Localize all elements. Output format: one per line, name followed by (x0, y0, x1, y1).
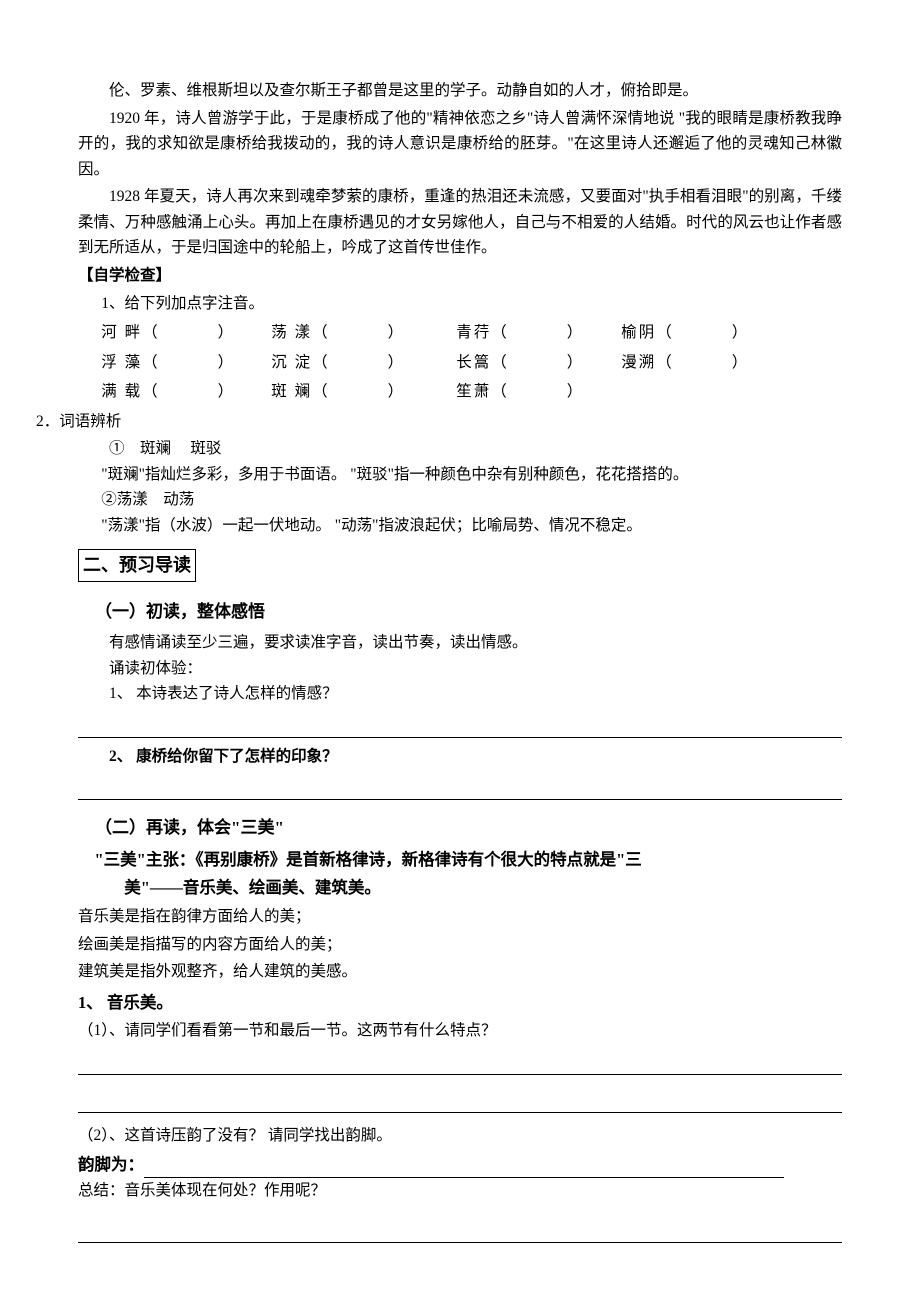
phonetics-cell: 青荇（ ） (456, 320, 621, 346)
self-check-heading: 【自学检查】 (78, 263, 842, 289)
summary-question: 总结：音乐美体现在何处？作用呢？ (78, 1178, 842, 1204)
sanmei-line-1: "三美"主张：《再别康桥》是首新格律诗，新格律诗有个很大的特点就是"三 (95, 850, 642, 869)
paren-open: （ (312, 350, 328, 376)
paren-close: ） (567, 379, 583, 405)
phonetics-word: 漫溯 (621, 350, 656, 376)
answer-blank[interactable] (78, 1089, 842, 1114)
phonetics-cell: 榆阴（ ） (621, 320, 761, 346)
answer-blank[interactable] (78, 775, 842, 800)
paren-open: （ (142, 350, 158, 376)
item-1-title: 1、 音乐美。 (78, 989, 842, 1016)
def-music: 音乐美是指在韵律方面给人的美； (78, 904, 842, 930)
rhyme-blank[interactable] (144, 1161, 784, 1178)
phonetics-cell: 荡 漾（ ） (271, 320, 456, 346)
phonetics-cell: 笙萧（ ） (456, 379, 621, 405)
paren-open: （ (312, 320, 328, 346)
phonetics-table: 河 畔（）荡 漾（）青荇（）榆阴（）浮 藻（）沉 淀（）长篙（）漫溯（）满 载（… (101, 320, 842, 405)
paren-open: （ (491, 320, 507, 346)
answer-blank[interactable] (78, 1050, 842, 1075)
answer-blank[interactable] (78, 1218, 842, 1243)
paren-open: （ (312, 379, 328, 405)
paren-close: ） (218, 320, 234, 346)
phonetics-word: 浮 藻 (101, 350, 142, 376)
sub-1-question-1: 1、 本诗表达了诗人怎样的情感？ (78, 681, 842, 707)
rhyme-label: 韵脚为： (78, 1155, 144, 1174)
paren-open: （ (656, 350, 672, 376)
intro-paragraph-1: 伦、罗素、维根斯坦以及查尔斯王子都曾是这里的学子。动静自如的人才，俯拾即是。 (78, 78, 842, 104)
paren-open: （ (491, 379, 507, 405)
phonetics-cell: 满 载（ ） (101, 379, 271, 405)
paren-close: ） (732, 350, 748, 376)
item-1-q2: （2）、这首诗压韵了没有？ 请同学找出韵脚。 (78, 1123, 842, 1149)
word-analysis-label: 2．词语辨析 (36, 409, 842, 435)
word-pair-1-title: ① 斑斓 斑驳 (78, 436, 842, 462)
phonetics-cell: 沉 淀（ ） (271, 350, 456, 376)
phonetics-cell: 漫溯（ ） (621, 350, 761, 376)
phonetics-cell: 浮 藻（ ） (101, 350, 271, 376)
phonetics-word: 榆阴 (621, 320, 656, 346)
def-architecture: 建筑美是指外观整齐，给人建筑的美感。 (78, 959, 842, 985)
intro-paragraph-3: 1928 年夏天，诗人再次来到魂牵梦萦的康桥，重逢的热泪还未流感，又要面对"执手… (78, 184, 842, 261)
paren-close: ） (388, 350, 404, 376)
paren-open: （ (656, 320, 672, 346)
phonetics-word: 满 载 (101, 379, 142, 405)
phonetics-word: 长篙 (456, 350, 491, 376)
phonetics-word: 河 畔 (101, 320, 142, 346)
paren-close: ） (388, 320, 404, 346)
paren-close: ） (218, 350, 234, 376)
sub-1-line-2: 诵读初体验： (78, 656, 842, 682)
paren-close: ） (567, 350, 583, 376)
phonetics-word: 笙萧 (456, 379, 491, 405)
answer-blank[interactable] (78, 713, 842, 738)
intro-paragraph-2: 1920 年，诗人曾游学于此，于是康桥成了他的"精神依恋之乡"诗人曾满怀深情地说… (78, 106, 842, 183)
phonetics-cell: 河 畔（ ） (101, 320, 271, 346)
sub-2-title: （二）再读，体会"三美" (78, 814, 842, 842)
phonetics-word: 斑 斓 (271, 379, 312, 405)
paren-open: （ (142, 320, 158, 346)
paren-close: ） (567, 320, 583, 346)
phonetics-row: 河 畔（）荡 漾（）青荇（）榆阴（） (101, 320, 842, 346)
sub-1-line-1: 有感情诵读至少三遍，要求读准字音，读出节奏，读出情感。 (78, 630, 842, 656)
paren-close: ） (218, 379, 234, 405)
word-pair-2-title: ②荡漾 动荡 (78, 487, 842, 513)
word-pair-2-body: "荡漾"指（水波）一起一伏地动。 "动荡"指波浪起伏；比喻局势、情况不稳定。 (78, 513, 842, 539)
phonetics-prompt: 1、给下列加点字注音。 (78, 291, 842, 317)
phonetics-word: 沉 淀 (271, 350, 312, 376)
word-pair-1-body: "斑斓"指灿烂多彩，多用于书面语。 "斑驳"指一种颜色中杂有别种颜色，花花搭搭的… (78, 462, 842, 488)
phonetics-row: 浮 藻（）沉 淀（）长篙（）漫溯（） (101, 350, 842, 376)
phonetics-cell: 斑 斓（ ） (271, 379, 456, 405)
paren-open: （ (491, 350, 507, 376)
def-painting: 绘画美是指描写的内容方面给人的美； (78, 932, 842, 958)
phonetics-word: 青荇 (456, 320, 491, 346)
phonetics-word: 荡 漾 (271, 320, 312, 346)
item-1-q1: （1）、请同学们看看第一节和最后一节。这两节有什么特点？ (78, 1018, 842, 1044)
paren-close: ） (388, 379, 404, 405)
sanmei-intro: "三美"主张：《再别康桥》是首新格律诗，新格律诗有个很大的特点就是"三 美"——… (78, 846, 842, 902)
section-2-title: 二、预习导读 (78, 549, 196, 583)
phonetics-row: 满 载（）斑 斓（）笙萧（） (101, 379, 842, 405)
paren-close: ） (732, 320, 748, 346)
paren-open: （ (142, 379, 158, 405)
phonetics-cell: 长篙（ ） (456, 350, 621, 376)
sanmei-line-2: 美"——音乐美、绘画美、建筑美。 (95, 874, 843, 902)
rhyme-line: 韵脚为： (78, 1151, 842, 1179)
sub-1-title: （一）初读，整体感悟 (78, 598, 842, 626)
sub-1-question-2: 2、 康桥给你留下了怎样的印象？ (109, 748, 338, 765)
